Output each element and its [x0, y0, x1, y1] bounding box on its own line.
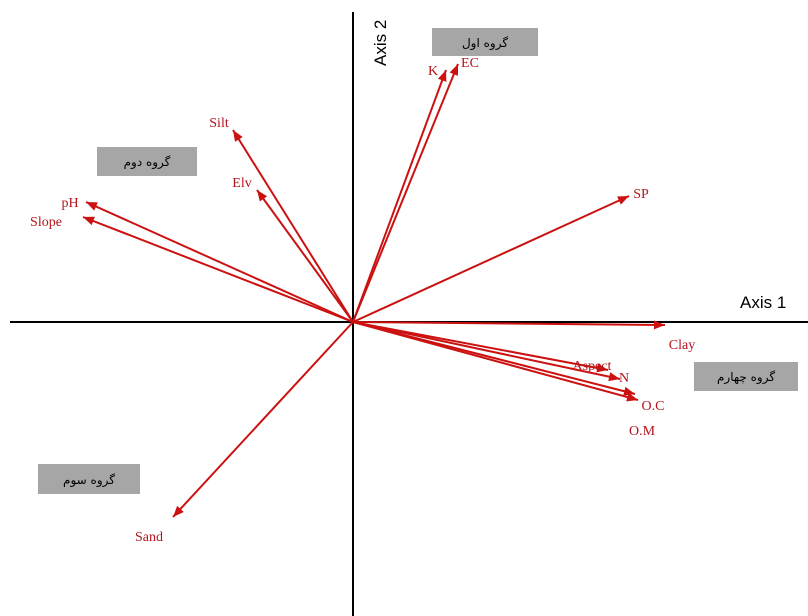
vector-ec: EC — [352, 56, 479, 323]
vector-sp: SP — [352, 187, 649, 323]
group-box-4: گروه چهارم — [694, 362, 798, 391]
vector-line — [352, 321, 621, 380]
vector-label: N — [619, 371, 629, 386]
vector-arrowhead — [449, 64, 459, 76]
vector-arrowhead — [257, 190, 268, 202]
vector-arrowhead — [233, 130, 243, 142]
vector-line — [352, 321, 639, 401]
vector-arrowhead — [437, 70, 447, 82]
vector-om: O.M — [352, 321, 656, 439]
vector-arrowhead — [626, 392, 638, 402]
y-axis-title: Axis 2 — [371, 20, 390, 66]
vector-line — [352, 321, 666, 326]
group-label-2: گروه دوم — [124, 155, 171, 170]
vector-line — [352, 195, 630, 323]
vector-label: Clay — [669, 338, 695, 353]
vector-line — [172, 321, 354, 518]
vector-label: Sand — [135, 530, 163, 545]
vector-arrowhead — [86, 202, 98, 211]
group-label-1: گروه اول — [462, 36, 508, 51]
vector-line — [352, 69, 447, 323]
vector-line — [232, 129, 354, 323]
vector-k: K — [352, 64, 447, 323]
group-box-2: گروه دوم — [97, 147, 197, 176]
vector-n: N — [352, 321, 629, 386]
vector-line — [352, 63, 459, 323]
vector-label: pH — [61, 196, 78, 211]
vector-sand: Sand — [135, 321, 354, 545]
vector-ph: pH — [61, 196, 354, 323]
vector-line — [256, 189, 354, 323]
vector-group: K EC Silt SP Elv pH Slope Clay Aspect N O.C O.M Sand — [30, 56, 695, 545]
x-axis-title: Axis 1 — [740, 293, 786, 312]
vector-line — [352, 321, 609, 371]
group-label-4: گروه چهارم — [717, 370, 775, 385]
vector-arrowhead — [617, 196, 629, 205]
vector-line — [82, 216, 354, 323]
vector-arrowhead — [173, 505, 184, 517]
vector-label: Slope — [30, 215, 62, 230]
vector-arrowhead — [596, 363, 608, 373]
vector-slope: Slope — [30, 215, 354, 323]
vector-elv: Elv — [232, 176, 354, 323]
vector-label: O.C — [642, 399, 665, 414]
vector-label: O.M — [629, 424, 656, 439]
vector-label: K — [428, 64, 438, 79]
group-box-3: گروه سوم — [38, 464, 140, 494]
vector-label: Elv — [232, 176, 251, 191]
vector-label: EC — [461, 56, 479, 71]
vector-silt: Silt — [209, 116, 354, 323]
vector-arrowhead — [83, 216, 95, 226]
vector-clay: Clay — [352, 320, 695, 353]
vector-label: Silt — [209, 116, 229, 131]
vector-arrowhead — [623, 386, 635, 396]
vector-label: SP — [633, 187, 649, 202]
vector-label: Aspect — [573, 359, 612, 374]
group-label-3: گروه سوم — [63, 473, 115, 488]
vector-arrowhead — [653, 320, 665, 330]
vector-line — [85, 201, 354, 323]
vector-arrowhead — [608, 372, 620, 382]
group-box-1: گروه اول — [432, 28, 538, 56]
